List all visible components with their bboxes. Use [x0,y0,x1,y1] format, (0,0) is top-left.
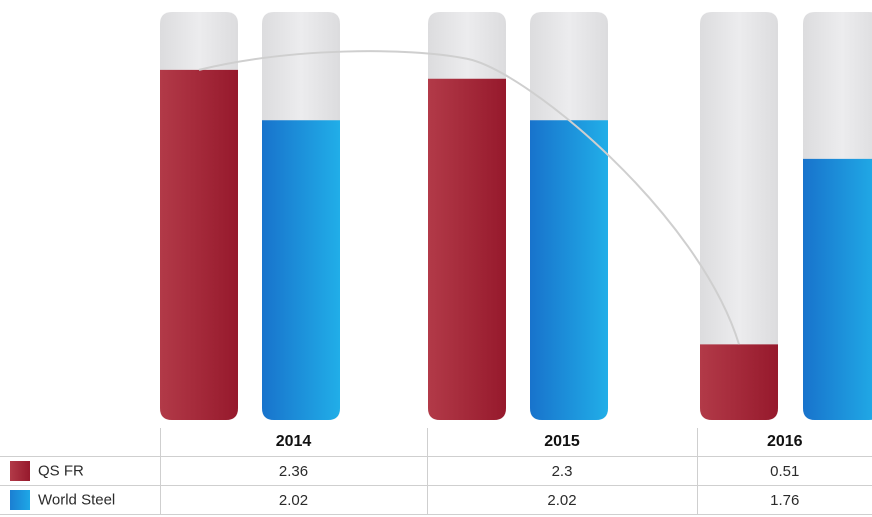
table-cell-qs-fr-2015: 2.3 [426,456,697,486]
table-cell-qs-fr-2014: 2.36 [159,456,427,486]
bar-qs-fr-2016 [700,344,778,420]
bar-world-steel-2015 [530,120,608,421]
legend-label-world-steel: World Steel [38,491,116,509]
bar-track-qs-fr-2016 [700,12,778,420]
legend-label-qs-fr: QS FR [38,462,84,480]
table-header-2014: 2014 [159,428,427,457]
table-header-row: 2014 2015 2016 [0,428,872,457]
bar-qs-fr-2015 [428,78,506,420]
table-header-2016: 2016 [696,428,872,457]
data-table: 2014 2015 2016 QS FR 2.36 2.3 0.51 World… [0,428,872,515]
table-cell-world-steel-2016: 1.76 [696,485,872,515]
bar-world-steel-2014 [262,120,340,421]
bar-qs-fr-2014 [160,69,238,420]
legend-item-world-steel: World Steel [0,485,160,515]
legend-swatch-qs-fr [10,461,30,481]
bars [160,69,872,421]
legend-swatch-world-steel [10,490,30,510]
table-header-2015: 2015 [426,428,697,457]
legend-item-qs-fr: QS FR [0,456,160,486]
bar-world-steel-2016 [803,158,872,420]
table-cell-world-steel-2015: 2.02 [426,485,697,515]
bar-chart [160,12,872,421]
table-header-corner [0,428,160,457]
table-row-world-steel: World Steel 2.02 2.02 1.76 [0,485,872,515]
table-row-qs-fr: QS FR 2.36 2.3 0.51 [0,456,872,486]
table-cell-qs-fr-2016: 0.51 [696,456,872,486]
trend-line [198,50,740,345]
table-cell-world-steel-2014: 2.02 [159,485,427,515]
